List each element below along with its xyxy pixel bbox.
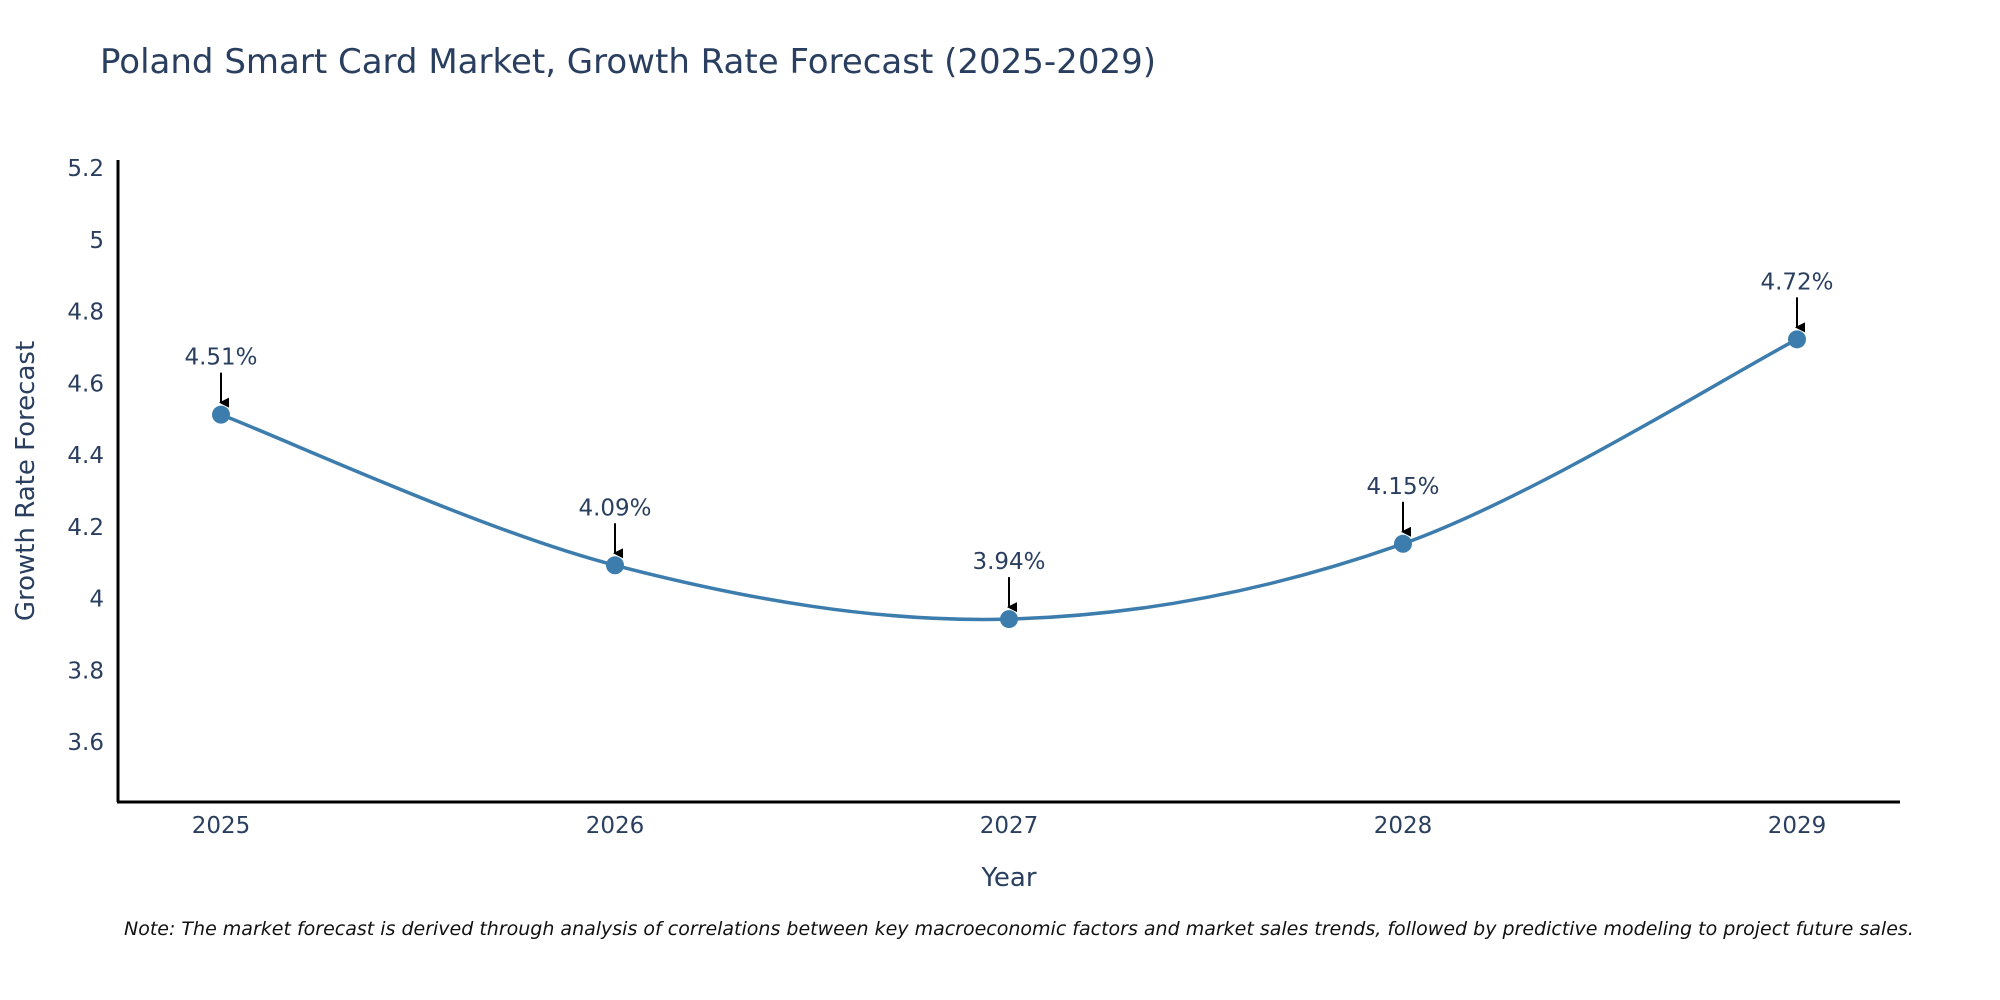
data-label: 4.15%: [1366, 474, 1439, 500]
y-tick-label: 4.8: [67, 300, 104, 326]
y-tick-label: 4.2: [67, 515, 104, 541]
x-axis-title: Year: [980, 863, 1036, 893]
x-tick-label: 2027: [980, 813, 1039, 839]
y-tick-label: 4: [89, 587, 104, 613]
data-label: 4.72%: [1760, 269, 1833, 295]
y-tick-label: 5.2: [67, 156, 104, 182]
footnote: Note: The market forecast is derived thr…: [124, 918, 1914, 940]
y-tick-label: 4.4: [67, 443, 104, 469]
y-tick-label: 3.6: [67, 730, 104, 756]
x-tick-label: 2025: [192, 813, 251, 839]
x-tick-labels: 2025 2026 2027 2028 2029: [192, 813, 1827, 839]
x-tick-label: 2028: [1374, 813, 1433, 839]
data-point-marker: [1000, 610, 1018, 629]
data-label: 3.94%: [972, 549, 1045, 575]
y-tick-labels: 3.6 3.8 4 4.2 4.4 4.6 4.8 5 5.2: [67, 156, 104, 756]
x-tick-label: 2029: [1768, 813, 1827, 839]
x-tick-label: 2026: [586, 813, 645, 839]
chart-title: Poland Smart Card Market, Growth Rate Fo…: [100, 42, 1156, 82]
data-points: [212, 330, 1806, 629]
data-label: 4.09%: [578, 495, 651, 521]
data-label: 4.51%: [184, 345, 257, 371]
data-point-marker: [1788, 330, 1806, 349]
data-point-marker: [606, 556, 624, 575]
y-tick-label: 5: [89, 228, 104, 254]
y-tick-label: 3.8: [67, 658, 104, 684]
data-annotations: 4.51% 4.09% 3.94% 4.15% 4.72%: [184, 269, 1834, 613]
data-point-marker: [1394, 534, 1412, 553]
y-tick-label: 4.6: [67, 371, 104, 397]
data-point-marker: [212, 405, 230, 424]
y-axis-title: Growth Rate Forecast: [11, 341, 41, 621]
